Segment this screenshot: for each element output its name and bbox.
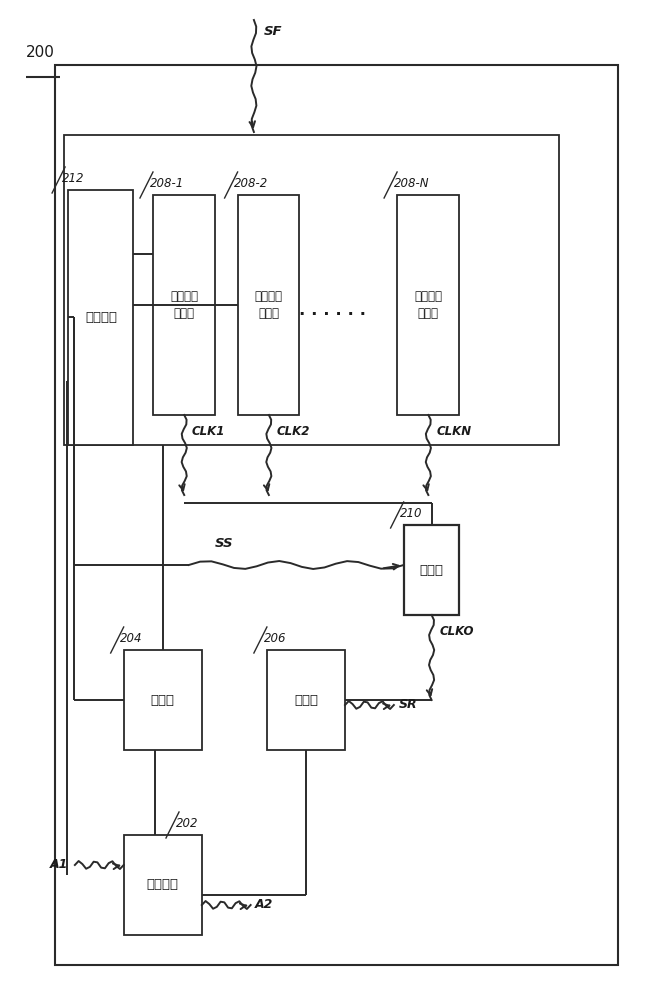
Bar bbox=[55, 65, 618, 965]
Text: CLKO: CLKO bbox=[439, 625, 474, 638]
Text: SF: SF bbox=[264, 25, 282, 38]
Text: 时钟脉冲
产生器: 时钟脉冲 产生器 bbox=[414, 290, 442, 320]
Text: 接收器: 接收器 bbox=[294, 694, 318, 706]
Text: 200: 200 bbox=[26, 45, 55, 60]
Bar bbox=[64, 135, 559, 445]
Text: 时钟脉冲
产生器: 时钟脉冲 产生器 bbox=[255, 290, 283, 320]
Text: 212: 212 bbox=[62, 172, 85, 185]
Bar bbox=[397, 195, 459, 415]
Text: 202: 202 bbox=[176, 817, 199, 830]
Text: SS: SS bbox=[215, 537, 233, 550]
Text: 切换器: 切换器 bbox=[419, 564, 443, 576]
Bar bbox=[124, 835, 202, 935]
Text: 触控装置: 触控装置 bbox=[146, 879, 179, 892]
Bar bbox=[124, 650, 202, 750]
Bar bbox=[404, 525, 459, 615]
Text: 204: 204 bbox=[120, 632, 143, 645]
Text: 208-2: 208-2 bbox=[234, 177, 269, 190]
Text: 206: 206 bbox=[264, 632, 286, 645]
Bar bbox=[267, 650, 345, 750]
Text: 208-N: 208-N bbox=[394, 177, 430, 190]
Bar bbox=[238, 195, 299, 415]
Text: A1: A1 bbox=[50, 858, 68, 871]
Text: 时钟脉冲
产生器: 时钟脉冲 产生器 bbox=[170, 290, 198, 320]
Text: CLK1: CLK1 bbox=[192, 425, 225, 438]
Text: SR: SR bbox=[398, 698, 417, 712]
Bar bbox=[153, 195, 215, 415]
Text: A2: A2 bbox=[255, 898, 273, 912]
Text: 208-1: 208-1 bbox=[150, 177, 184, 190]
Text: 210: 210 bbox=[400, 507, 423, 520]
Text: CLK2: CLK2 bbox=[277, 425, 310, 438]
Text: 微控制器: 微控制器 bbox=[85, 311, 117, 324]
Text: CLKN: CLKN bbox=[436, 425, 471, 438]
Text: 发射器: 发射器 bbox=[151, 694, 174, 706]
Text: . . . . . .: . . . . . . bbox=[299, 301, 365, 319]
Bar bbox=[68, 190, 133, 445]
